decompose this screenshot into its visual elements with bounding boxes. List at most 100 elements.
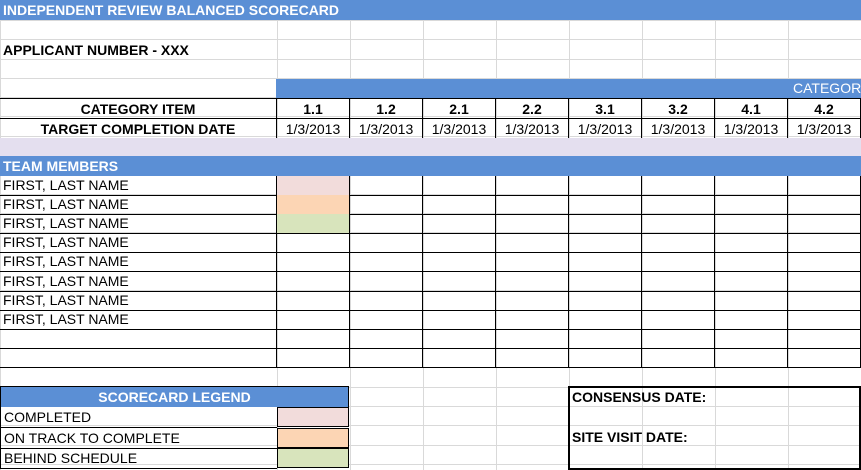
score-cell[interactable] [788, 310, 861, 330]
score-cell[interactable] [569, 176, 642, 196]
score-cell[interactable] [277, 214, 350, 234]
score-cell[interactable] [423, 176, 496, 196]
score-cell[interactable] [350, 329, 423, 349]
team-members-header: TEAM MEMBERS [0, 156, 277, 176]
score-cell[interactable] [496, 195, 569, 215]
target-date: 1/3/2013 [715, 119, 788, 139]
score-cell[interactable] [277, 233, 350, 253]
score-cell[interactable] [423, 310, 496, 330]
score-cell[interactable] [642, 310, 715, 330]
score-cell[interactable] [350, 310, 423, 330]
score-cell[interactable] [715, 329, 788, 349]
score-cell[interactable] [423, 214, 496, 234]
score-cell[interactable] [496, 272, 569, 292]
score-cell[interactable] [277, 176, 350, 196]
gridline-v [423, 0, 424, 470]
score-cell[interactable] [277, 348, 350, 368]
member-name-cell[interactable]: FIRST, LAST NAME [0, 176, 277, 196]
score-cell[interactable] [350, 195, 423, 215]
score-cell[interactable] [496, 348, 569, 368]
score-cell[interactable] [642, 195, 715, 215]
score-cell[interactable] [715, 233, 788, 253]
gridline-h [0, 59, 861, 60]
score-cell[interactable] [715, 214, 788, 234]
score-cell[interactable] [277, 291, 350, 311]
score-cell[interactable] [788, 272, 861, 292]
category-number: 3.1 [569, 99, 642, 119]
member-name-cell[interactable]: FIRST, LAST NAME [0, 272, 277, 292]
score-cell[interactable] [715, 291, 788, 311]
score-cell[interactable] [569, 252, 642, 272]
score-cell[interactable] [350, 272, 423, 292]
score-cell[interactable] [350, 291, 423, 311]
score-cell[interactable] [642, 252, 715, 272]
score-cell[interactable] [277, 310, 350, 330]
score-cell[interactable] [788, 195, 861, 215]
score-cell[interactable] [788, 291, 861, 311]
score-cell[interactable] [642, 272, 715, 292]
score-cell[interactable] [642, 233, 715, 253]
score-cell[interactable] [423, 195, 496, 215]
score-cell[interactable] [715, 272, 788, 292]
score-cell[interactable] [277, 195, 350, 215]
score-cell[interactable] [423, 272, 496, 292]
score-cell[interactable] [496, 176, 569, 196]
score-cell[interactable] [277, 272, 350, 292]
score-cell[interactable] [423, 252, 496, 272]
score-cell[interactable] [496, 329, 569, 349]
legend-label: COMPLETED [4, 409, 92, 425]
score-cell[interactable] [715, 348, 788, 368]
category-number: 1.2 [350, 99, 423, 119]
score-cell[interactable] [423, 329, 496, 349]
score-cell[interactable] [642, 214, 715, 234]
score-cell[interactable] [642, 176, 715, 196]
score-cell[interactable] [788, 348, 861, 368]
score-cell[interactable] [350, 176, 423, 196]
score-cell[interactable] [569, 233, 642, 253]
score-cell[interactable] [715, 195, 788, 215]
score-cell[interactable] [788, 329, 861, 349]
score-cell[interactable] [496, 233, 569, 253]
score-cell[interactable] [423, 348, 496, 368]
member-name: FIRST, LAST NAME [3, 292, 129, 308]
member-name-cell[interactable]: FIRST, LAST NAME [0, 214, 277, 234]
score-cell[interactable] [788, 233, 861, 253]
score-cell[interactable] [350, 214, 423, 234]
score-cell[interactable] [350, 233, 423, 253]
score-cell[interactable] [496, 252, 569, 272]
score-cell[interactable] [569, 291, 642, 311]
member-name-cell[interactable]: FIRST, LAST NAME [0, 233, 277, 253]
score-cell[interactable] [277, 252, 350, 272]
score-cell[interactable] [715, 310, 788, 330]
score-cell[interactable] [569, 214, 642, 234]
score-cell[interactable] [642, 291, 715, 311]
score-cell[interactable] [569, 272, 642, 292]
member-name-cell[interactable] [0, 348, 277, 368]
score-cell[interactable] [350, 348, 423, 368]
score-cell[interactable] [277, 329, 350, 349]
score-cell[interactable] [423, 291, 496, 311]
score-cell[interactable] [788, 252, 861, 272]
member-name-cell[interactable]: FIRST, LAST NAME [0, 291, 277, 311]
score-cell[interactable] [496, 214, 569, 234]
score-cell[interactable] [569, 310, 642, 330]
score-cell[interactable] [788, 176, 861, 196]
score-cell[interactable] [569, 329, 642, 349]
member-name-cell[interactable]: FIRST, LAST NAME [0, 252, 277, 272]
score-cell[interactable] [423, 233, 496, 253]
score-cell[interactable] [496, 291, 569, 311]
score-cell[interactable] [569, 195, 642, 215]
member-name-cell[interactable]: FIRST, LAST NAME [0, 310, 277, 330]
score-cell[interactable] [715, 176, 788, 196]
member-name-cell[interactable] [0, 329, 277, 349]
score-cell[interactable] [715, 252, 788, 272]
target-date: 1/3/2013 [788, 119, 861, 139]
score-cell[interactable] [496, 310, 569, 330]
member-name-cell[interactable]: FIRST, LAST NAME [0, 195, 277, 215]
score-cell[interactable] [788, 214, 861, 234]
score-cell[interactable] [642, 348, 715, 368]
score-cell[interactable] [350, 252, 423, 272]
gridline-h [0, 464, 861, 465]
score-cell[interactable] [642, 329, 715, 349]
score-cell[interactable] [569, 348, 642, 368]
